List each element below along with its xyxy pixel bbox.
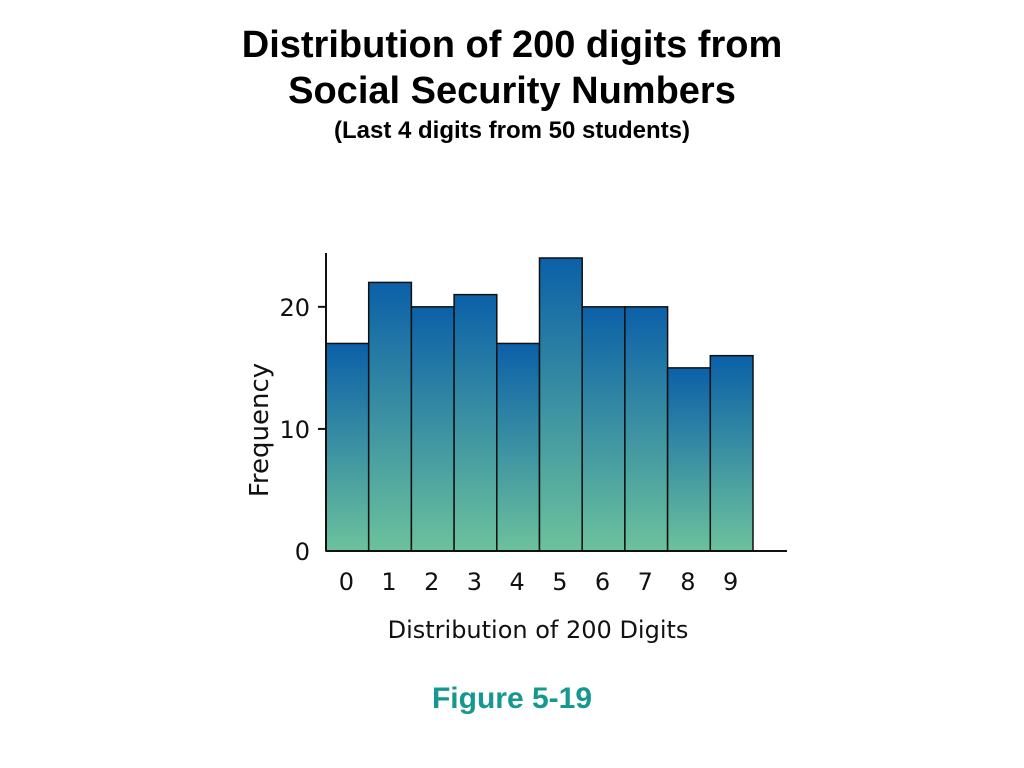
bar-group bbox=[325, 257, 754, 552]
y-tick-label-20: 20 bbox=[279, 294, 310, 322]
chart-title-block: Distribution of 200 digits from Social S… bbox=[0, 22, 1024, 146]
chart-subtitle: (Last 4 digits from 50 students) bbox=[333, 117, 691, 144]
bar-digit-9 bbox=[709, 354, 754, 552]
bar-digit-0 bbox=[325, 342, 370, 552]
x-tick-label-5: 5 bbox=[552, 568, 567, 596]
x-tick-label-6: 6 bbox=[595, 568, 610, 596]
bar-digit-1 bbox=[367, 281, 413, 552]
x-axis-label: Distribution of 200 Digits bbox=[388, 616, 689, 644]
bar-digit-3 bbox=[453, 293, 498, 552]
x-tick-label-7: 7 bbox=[638, 568, 653, 596]
chart-title-line-1: Distribution of 200 digits from bbox=[241, 24, 783, 66]
y-tick-label-0: 0 bbox=[295, 538, 310, 566]
x-tick-label-3: 3 bbox=[467, 568, 482, 596]
bar-digit-8 bbox=[666, 367, 712, 552]
axes-group bbox=[318, 253, 787, 552]
y-axis-label: Frequency bbox=[245, 363, 275, 497]
y-tick-label-10: 10 bbox=[279, 416, 310, 444]
x-tick-label-9: 9 bbox=[723, 568, 738, 596]
bar-digit-4 bbox=[496, 342, 541, 552]
x-tick-label-8: 8 bbox=[680, 568, 695, 596]
x-tick-label-1: 1 bbox=[381, 568, 396, 596]
x-tick-label-2: 2 bbox=[424, 568, 439, 596]
chart-title-line-2: Social Security Numbers bbox=[288, 70, 736, 112]
bar-digit-6 bbox=[581, 306, 626, 552]
figure-caption: Figure 5-19 bbox=[431, 682, 593, 715]
x-tick-label-4: 4 bbox=[510, 568, 525, 596]
x-tick-label-0: 0 bbox=[339, 568, 354, 596]
bar-digit-7 bbox=[624, 306, 669, 552]
bar-digit-5 bbox=[538, 257, 583, 552]
bar-digit-2 bbox=[410, 306, 455, 552]
